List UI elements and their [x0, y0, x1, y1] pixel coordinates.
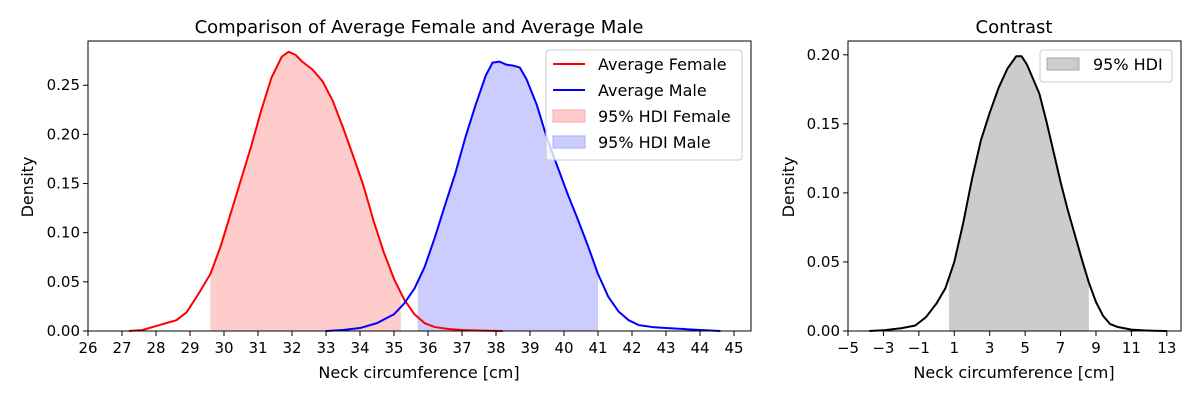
y-axis-ticks: 0.00 0.05 0.10 0.15 0.20 0.25 — [47, 76, 88, 340]
legend-swatch-hdi-female — [552, 109, 586, 123]
x-tick-label: 29 — [180, 339, 199, 357]
y-axis-label: Density — [18, 157, 37, 218]
x-tick-label: 38 — [486, 339, 505, 357]
x-axis-ticks: −5 −3 −1 1 3 5 7 9 11 13 — [837, 331, 1176, 357]
x-tick-label: 28 — [146, 339, 165, 357]
x-tick-label: 42 — [622, 339, 641, 357]
chart-title: Comparison of Average Female and Average… — [195, 17, 644, 38]
x-tick-label: 40 — [554, 339, 573, 357]
x-tick-label: 13 — [1157, 339, 1176, 357]
x-tick-label: −3 — [872, 339, 894, 357]
hdi-area-1 — [948, 56, 1089, 331]
y-tick-label: 0.15 — [807, 115, 840, 133]
legend-swatch-hdi-male — [552, 135, 586, 149]
x-tick-label: 11 — [1122, 339, 1141, 357]
y-tick-label: 0.25 — [47, 76, 80, 94]
x-tick-label: 1 — [950, 339, 960, 357]
y-tick-label: 0.05 — [807, 253, 840, 271]
contrast-chart: Contrast −5 −3 −1 1 3 5 7 9 11 13 0.000.050.100.1… — [779, 17, 1182, 382]
y-tick-label: 0.20 — [807, 46, 840, 64]
x-tick-label: 9 — [1091, 339, 1101, 357]
y-tick-label: 0.00 — [47, 322, 80, 340]
plot-frame — [87, 40, 752, 332]
x-tick-label: 3 — [985, 339, 995, 357]
y-axis-label: Density — [779, 157, 798, 218]
density-line-1 — [128, 50, 503, 332]
x-tick-label: 35 — [384, 339, 403, 357]
x-axis-label: Neck circumference [cm] — [913, 363, 1114, 382]
x-tick-label: 37 — [452, 339, 471, 357]
x-tick-label: 41 — [588, 339, 607, 357]
legend-box — [545, 49, 743, 161]
x-tick-label: 26 — [78, 339, 97, 357]
plot-area — [869, 55, 1167, 332]
hdi-area-2 — [417, 61, 598, 331]
legend-label-male: Average Male — [598, 81, 707, 100]
legend-label-hdi: 95% HDI — [1093, 55, 1163, 74]
legend-swatch-hdi — [1046, 57, 1080, 71]
x-tick-label: −5 — [837, 339, 859, 357]
y-tick-label: 0.20 — [47, 125, 80, 143]
plot-frame — [847, 40, 1182, 332]
y-tick-label: 0.00 — [807, 322, 840, 340]
x-tick-label: 27 — [112, 339, 131, 357]
y-tick-label: 0.10 — [807, 184, 840, 202]
x-tick-label: 31 — [248, 339, 267, 357]
x-tick-label: 45 — [724, 339, 743, 357]
x-tick-label: 39 — [520, 339, 539, 357]
x-axis-label: Neck circumference [cm] — [318, 363, 519, 382]
x-tick-label: 33 — [316, 339, 335, 357]
x-axis-ticks: 26 27 28 29 30 31 32 33 34 35 36 37 38 39 40 41 42 43 44 45 — [78, 331, 744, 357]
legend: Average Female Average Male 95% HDI Fema… — [545, 49, 743, 161]
legend-label-hdi-female: 95% HDI Female — [598, 107, 731, 126]
density-line-2 — [325, 60, 721, 332]
legend-label-hdi-male: 95% HDI Male — [598, 133, 711, 152]
y-axis-ticks: 0.00 0.05 0.10 0.15 0.20 — [807, 46, 848, 340]
y-tick-label: 0.10 — [47, 224, 80, 242]
hdi-area-1 — [210, 51, 401, 332]
x-tick-label: 44 — [690, 339, 709, 357]
y-tick-label: 0.15 — [47, 175, 80, 193]
x-tick-label: 7 — [1056, 339, 1066, 357]
legend: 95% HDI — [1039, 49, 1173, 83]
x-tick-label: −1 — [908, 339, 930, 357]
x-tick-label: 34 — [350, 339, 369, 357]
x-tick-label: 36 — [418, 339, 437, 357]
plot-area — [128, 50, 721, 332]
y-tick-label: 0.05 — [47, 273, 80, 291]
x-tick-label: 30 — [214, 339, 233, 357]
comparison-chart: Comparison of Average Female and Average… — [18, 17, 752, 382]
density-line-1 — [869, 55, 1167, 332]
x-tick-label: 43 — [656, 339, 675, 357]
x-tick-label: 32 — [282, 339, 301, 357]
chart-title: Contrast — [976, 17, 1053, 38]
x-tick-label: 5 — [1020, 339, 1030, 357]
legend-label-female: Average Female — [598, 55, 727, 74]
